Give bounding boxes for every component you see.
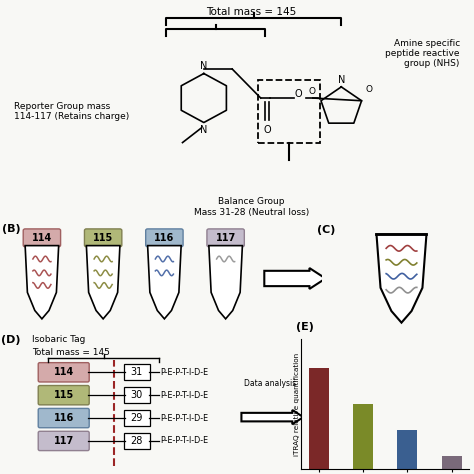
Text: O: O [264, 125, 271, 135]
Text: Balance Group
Mass 31-28 (Neutral loss): Balance Group Mass 31-28 (Neutral loss) [193, 198, 309, 217]
FancyBboxPatch shape [38, 363, 89, 382]
Text: P-E-P-T-I-D-E: P-E-P-T-I-D-E [161, 437, 209, 446]
Polygon shape [86, 246, 120, 319]
Bar [309, 368, 328, 469]
Polygon shape [376, 235, 427, 323]
Text: 116: 116 [154, 233, 174, 243]
Text: 114: 114 [32, 233, 52, 243]
Text: P-E-P-T-I-D-E: P-E-P-T-I-D-E [161, 368, 209, 377]
Text: P-E-P-T-I-D-E: P-E-P-T-I-D-E [161, 414, 209, 422]
Text: 116: 116 [54, 413, 74, 423]
Text: (D): (D) [1, 336, 21, 346]
Polygon shape [209, 246, 242, 319]
Text: Data analysis: Data analysis [244, 379, 296, 388]
Text: 30: 30 [130, 390, 143, 400]
Text: O: O [308, 87, 315, 96]
FancyBboxPatch shape [38, 385, 89, 405]
FancyBboxPatch shape [38, 431, 89, 451]
Text: (E): (E) [296, 322, 314, 332]
Polygon shape [147, 246, 181, 319]
Text: N: N [200, 125, 208, 135]
Bar [442, 456, 462, 469]
Text: 115: 115 [54, 390, 74, 400]
Text: 117: 117 [54, 436, 74, 446]
Bar [353, 404, 373, 469]
Text: Total mass = 145: Total mass = 145 [206, 7, 296, 17]
FancyBboxPatch shape [23, 229, 61, 247]
Text: 29: 29 [130, 413, 143, 423]
FancyBboxPatch shape [124, 410, 150, 426]
FancyBboxPatch shape [207, 229, 244, 247]
Text: Isobaric Tag: Isobaric Tag [32, 336, 85, 345]
Text: 117: 117 [216, 233, 236, 243]
Text: P-E-P-T-I-D-E: P-E-P-T-I-D-E [161, 391, 209, 400]
Text: 115: 115 [93, 233, 113, 243]
Text: Total mass = 145: Total mass = 145 [32, 348, 109, 357]
Text: (B): (B) [1, 224, 20, 234]
Text: 114: 114 [54, 367, 74, 377]
Text: O: O [365, 85, 372, 94]
Text: (C): (C) [317, 225, 335, 235]
FancyBboxPatch shape [124, 387, 150, 403]
Text: 28: 28 [130, 436, 143, 446]
FancyBboxPatch shape [124, 364, 150, 381]
Polygon shape [25, 246, 59, 319]
Text: N: N [200, 61, 208, 71]
Y-axis label: iTRAQ relative quantification: iTRAQ relative quantification [293, 353, 300, 456]
FancyArrow shape [241, 410, 303, 424]
FancyBboxPatch shape [38, 409, 89, 428]
FancyBboxPatch shape [146, 229, 183, 247]
FancyBboxPatch shape [84, 229, 122, 247]
Text: O: O [295, 89, 302, 99]
Text: N: N [337, 75, 345, 85]
FancyArrow shape [264, 268, 326, 289]
Text: Amine specific
peptide reactive
group (NHS): Amine specific peptide reactive group (N… [385, 38, 460, 68]
Text: 31: 31 [130, 367, 143, 377]
Bar [397, 430, 417, 469]
FancyBboxPatch shape [124, 433, 150, 449]
Text: Reporter Group mass
114-117 (Retains charge): Reporter Group mass 114-117 (Retains cha… [14, 102, 129, 121]
